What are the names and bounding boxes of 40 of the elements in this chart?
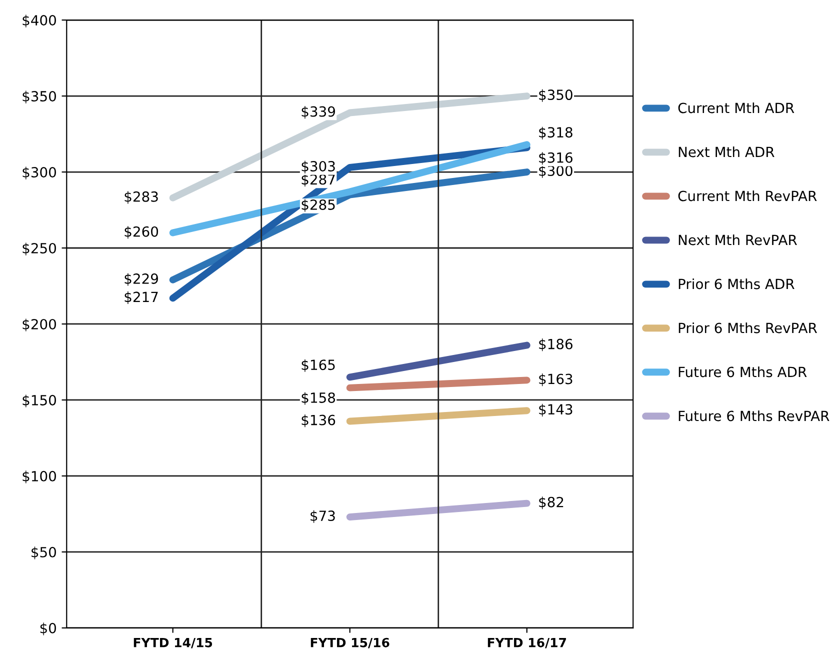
data-label: $186: [539, 338, 572, 352]
x-tick-label: FYTD 16/17: [488, 638, 566, 648]
data-label: $283: [124, 191, 158, 204]
y-tick-label: $400: [22, 14, 56, 28]
y-tick-label: $250: [22, 242, 56, 256]
y-tick-label: $200: [22, 318, 56, 332]
data-label: $73: [310, 510, 335, 523]
y-tick-label: $150: [22, 394, 56, 408]
data-label: $158: [302, 392, 336, 405]
y-tick-label: $350: [22, 90, 56, 104]
y-tick-label: $0: [40, 622, 56, 636]
data-label: $82: [539, 496, 564, 510]
y-tick-label: $300: [22, 166, 56, 180]
x-tick-label: FYTD 14/15: [134, 638, 212, 648]
data-label: $136: [302, 414, 336, 428]
x-tick-label: FYTD 15/16: [310, 638, 390, 648]
data-label: $303: [302, 160, 335, 174]
legend-label: Future 6 Mths ADR: [678, 366, 807, 378]
data-label: $316: [539, 152, 572, 165]
legend-label: Future 6 Mths RevPAR: [678, 410, 830, 422]
data-label: $350: [539, 89, 572, 102]
legend-label: Prior 6 Mths ADR: [678, 278, 794, 290]
data-label: $143: [539, 404, 572, 416]
data-label: $318: [539, 126, 572, 140]
legend-label: Current Mth ADR: [678, 102, 794, 114]
data-label: $300: [539, 165, 572, 178]
y-tick-label: $50: [32, 546, 56, 560]
data-label: $260: [124, 226, 158, 239]
data-label: $287: [302, 174, 335, 187]
data-label: $285: [302, 199, 335, 212]
data-label: $229: [124, 273, 158, 286]
legend-label: Prior 6 Mths RevPAR: [678, 322, 818, 334]
data-label: $165: [302, 359, 335, 372]
legend-label: Next Mth RevPAR: [678, 234, 797, 246]
data-label: $163: [539, 373, 572, 386]
y-tick-label: $100: [22, 470, 56, 484]
data-label: $339: [302, 106, 335, 119]
legend-label: Current Mth RevPAR: [678, 190, 817, 202]
data-label: $217: [124, 291, 158, 304]
legend-label: Next Mth ADR: [678, 146, 774, 158]
